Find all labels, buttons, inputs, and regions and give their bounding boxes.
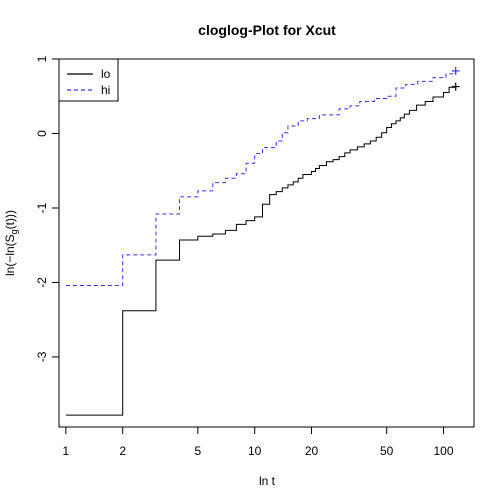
legend-label-lo: lo: [101, 67, 111, 81]
y-tick-label--3: -3: [35, 351, 49, 362]
legend-label-hi: hi: [101, 83, 110, 97]
series-end-marker-lo: [451, 82, 460, 91]
y-tick-label--2: -2: [35, 277, 49, 288]
legend-box: [58, 58, 119, 102]
x-axis: 1 2 5 10 20 50 100: [62, 427, 454, 458]
y-tick-label--1: -1: [35, 202, 49, 213]
x-tick-label-10: 10: [248, 444, 262, 458]
chart-title: cloglog-Plot for Xcut: [198, 22, 336, 38]
x-tick-label-20: 20: [305, 444, 319, 458]
y-tick-label-0: 0: [35, 130, 49, 137]
x-tick-label-2: 2: [119, 444, 126, 458]
legend: lo hi: [58, 58, 119, 102]
series-line-hi: [65, 70, 457, 286]
plot-frame: [58, 58, 475, 428]
series-layer: [65, 66, 460, 416]
x-tick-label-1: 1: [62, 444, 69, 458]
x-tick-label-5: 5: [194, 444, 201, 458]
y-axis: -3 -2 -1 0 1: [35, 55, 59, 362]
y-tick-label-1: 1: [35, 55, 49, 62]
y-axis-label: ln(−ln(Sg(t))): [3, 210, 19, 276]
x-tick-label-50: 50: [380, 444, 394, 458]
series-end-marker-hi: [451, 66, 460, 75]
x-axis-label: ln t: [259, 474, 276, 488]
x-tick-label-100: 100: [434, 444, 454, 458]
series-line-lo: [65, 86, 457, 416]
